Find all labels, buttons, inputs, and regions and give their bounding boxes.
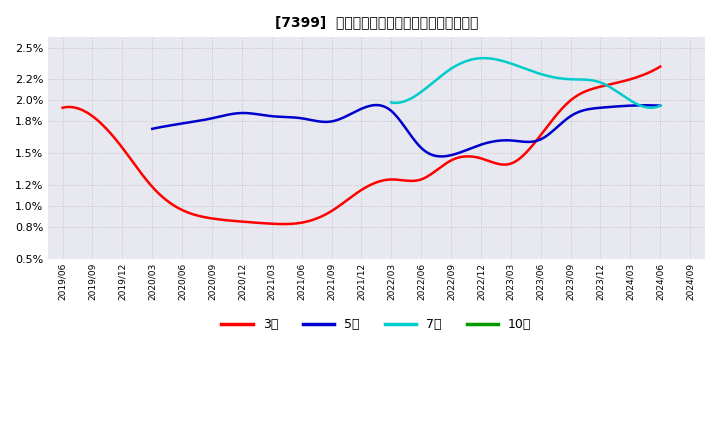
5年 xyxy=(150,126,158,131)
5年 xyxy=(580,108,588,113)
Title: [7399]  当期純利益マージンの標準偏差の推移: [7399] 当期純利益マージンの標準偏差の推移 xyxy=(274,15,478,29)
3年 xyxy=(414,178,423,183)
7年 xyxy=(387,100,395,105)
7年 xyxy=(480,55,488,61)
5年 xyxy=(462,147,471,153)
7年 xyxy=(631,101,640,106)
7年 xyxy=(614,90,623,95)
7年 xyxy=(656,103,665,108)
5年 xyxy=(656,103,665,108)
3年 xyxy=(280,221,289,227)
3年 xyxy=(60,105,69,110)
5年 xyxy=(437,154,446,159)
7年 xyxy=(548,74,557,80)
3年 xyxy=(416,177,425,182)
5年 xyxy=(148,126,156,132)
7年 xyxy=(388,100,397,105)
7年 xyxy=(547,74,556,79)
3年 xyxy=(564,100,572,105)
7年 xyxy=(647,105,655,110)
3年 xyxy=(58,105,67,110)
Line: 5年: 5年 xyxy=(152,105,660,157)
3年 xyxy=(656,64,665,69)
5年 xyxy=(372,103,381,108)
Legend: 3年, 5年, 7年, 10年: 3年, 5年, 7年, 10年 xyxy=(217,313,536,337)
5年 xyxy=(454,150,462,156)
3年 xyxy=(602,83,611,88)
3年 xyxy=(426,172,435,177)
7年 xyxy=(552,75,561,81)
Line: 7年: 7年 xyxy=(391,58,660,108)
Line: 3年: 3年 xyxy=(63,66,660,224)
5年 xyxy=(452,151,461,156)
5年 xyxy=(612,104,621,109)
